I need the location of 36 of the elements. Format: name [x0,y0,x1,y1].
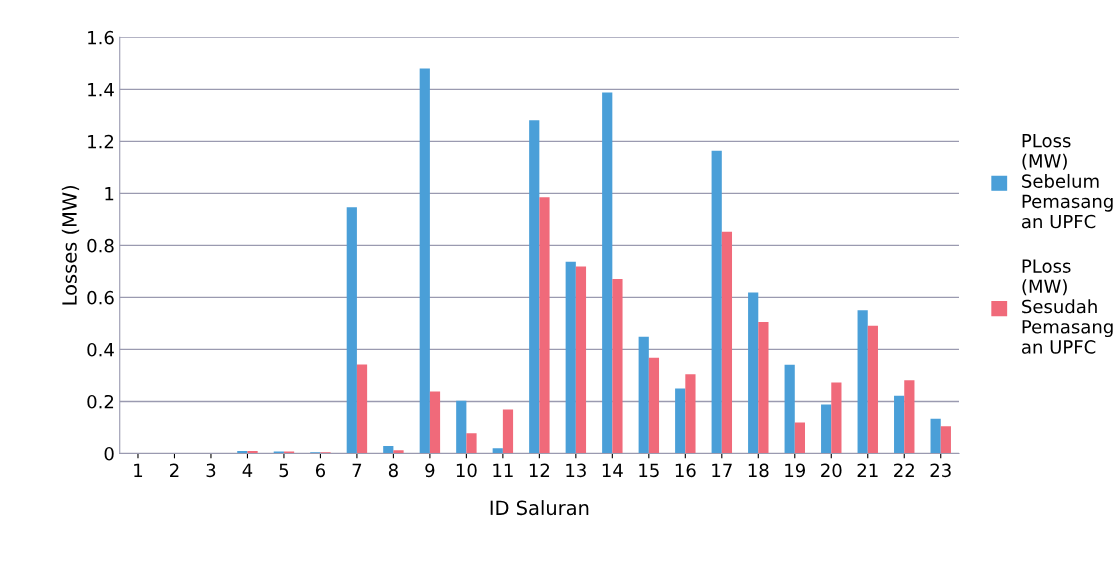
x-tick-label: 13 [566,463,586,478]
x-tick-label: 9 [425,463,435,478]
x-tick-label: 21 [857,463,878,477]
x-tick-label: 6 [315,463,326,478]
x-tick-label: 19 [785,463,805,478]
legend-label: PLoss (MW) Sebelum Pemasang an UPFC [1021,134,1113,229]
x-tick-label: 10 [456,463,477,478]
y-tick-label: 0 [104,446,114,461]
x-tick-label: 8 [388,463,398,478]
y-tick-label: 1.4 [88,83,114,97]
x-tick-label: 4 [242,463,253,477]
x-tick-label: 17 [712,463,732,477]
x-tick-label: 5 [279,463,289,478]
x-axis-title: ID Saluran [490,500,589,516]
y-tick-label: 1.6 [88,30,114,45]
x-tick-label: 23 [930,463,951,478]
y-tick-label: 1 [105,187,114,201]
y-tick-label: 1.2 [88,134,114,149]
x-tick-label: 11 [493,463,513,477]
x-tick-label: 16 [675,463,696,478]
legend-label: PLoss (MW) Sesudah Pemasang an UPFC [1021,259,1113,354]
x-tick-label: 12 [529,463,550,477]
y-tick-label: 0.2 [87,394,114,409]
x-tick-label: 20 [821,463,842,478]
x-tick-label: 3 [206,463,216,478]
x-tick-label: 22 [894,463,914,477]
y-tick-label: 0.8 [87,238,114,253]
y-tick-label: 0.6 [87,290,114,305]
x-tick-label: 2 [170,463,179,477]
x-tick-label: 14 [602,463,623,477]
x-tick-label: 7 [352,463,362,477]
x-tick-label: 1 [134,463,143,477]
y-tick-label: 0.4 [87,342,114,357]
y-axis-title: Losses (MW) [61,186,80,305]
x-tick-label: 15 [639,463,659,478]
x-tick-label: 18 [748,463,769,478]
